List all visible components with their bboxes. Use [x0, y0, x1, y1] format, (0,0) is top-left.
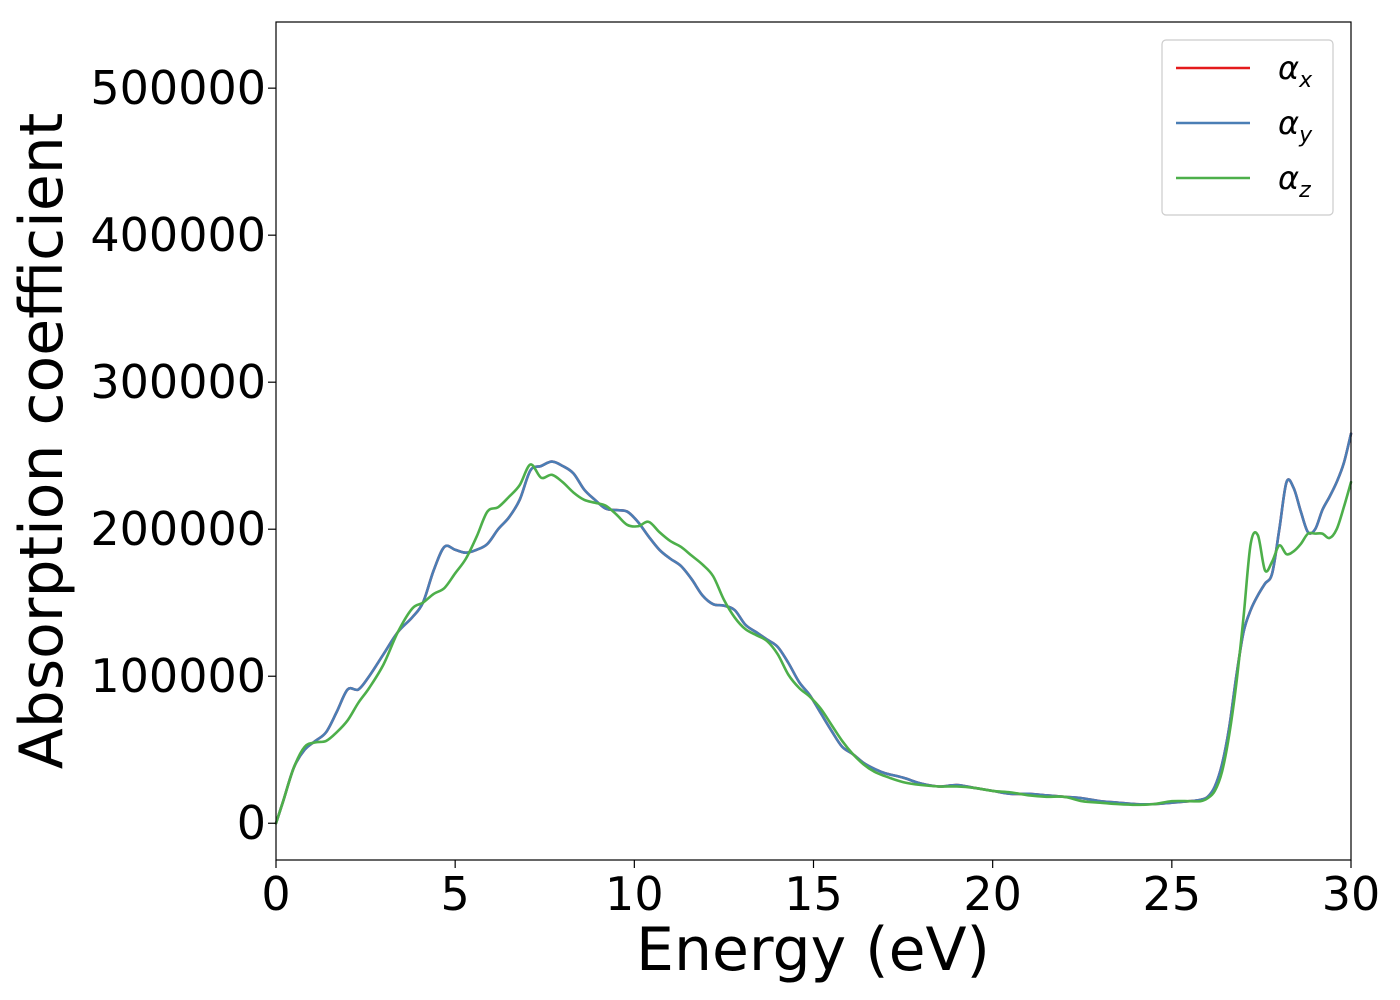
legend-symbol: α — [1278, 159, 1299, 197]
x-tick-label: 15 — [784, 867, 843, 921]
series-line-z — [274, 463, 1353, 825]
legend-subscript: z — [1298, 178, 1311, 203]
y-tick-label: 100000 — [90, 649, 266, 703]
x-tick-label: 25 — [1143, 867, 1202, 921]
y-axis-title: Absorption coefficient — [7, 113, 77, 770]
legend-box — [1161, 39, 1334, 216]
y-tick-label: 0 — [237, 796, 266, 850]
x-tick-label: 0 — [261, 867, 290, 921]
legend-subscript: y — [1298, 123, 1313, 148]
x-tick-label: 30 — [1322, 867, 1381, 921]
y-tick-label: 500000 — [90, 61, 266, 115]
legend-subscript: x — [1298, 68, 1313, 93]
legend-symbol: α — [1278, 49, 1299, 87]
legend-symbol: α — [1278, 104, 1299, 142]
x-axis-title: Energy (eV) — [636, 915, 990, 985]
y-axis: 0 100000 200000 300000 400000 500000 — [90, 61, 276, 850]
series-layer — [274, 432, 1353, 825]
x-tick-label: 5 — [441, 867, 470, 921]
x-axis: 0 5 10 15 20 25 30 — [261, 860, 1380, 921]
y-tick-label: 200000 — [90, 502, 266, 556]
legend-label-y: αy — [1278, 104, 1313, 148]
y-tick-label: 300000 — [90, 355, 266, 409]
legend-label-z: αz — [1278, 159, 1311, 203]
y-tick-label: 400000 — [90, 208, 266, 262]
legend-label-x: αx — [1278, 49, 1313, 93]
x-tick-label: 10 — [605, 867, 664, 921]
x-tick-label: 20 — [963, 867, 1022, 921]
